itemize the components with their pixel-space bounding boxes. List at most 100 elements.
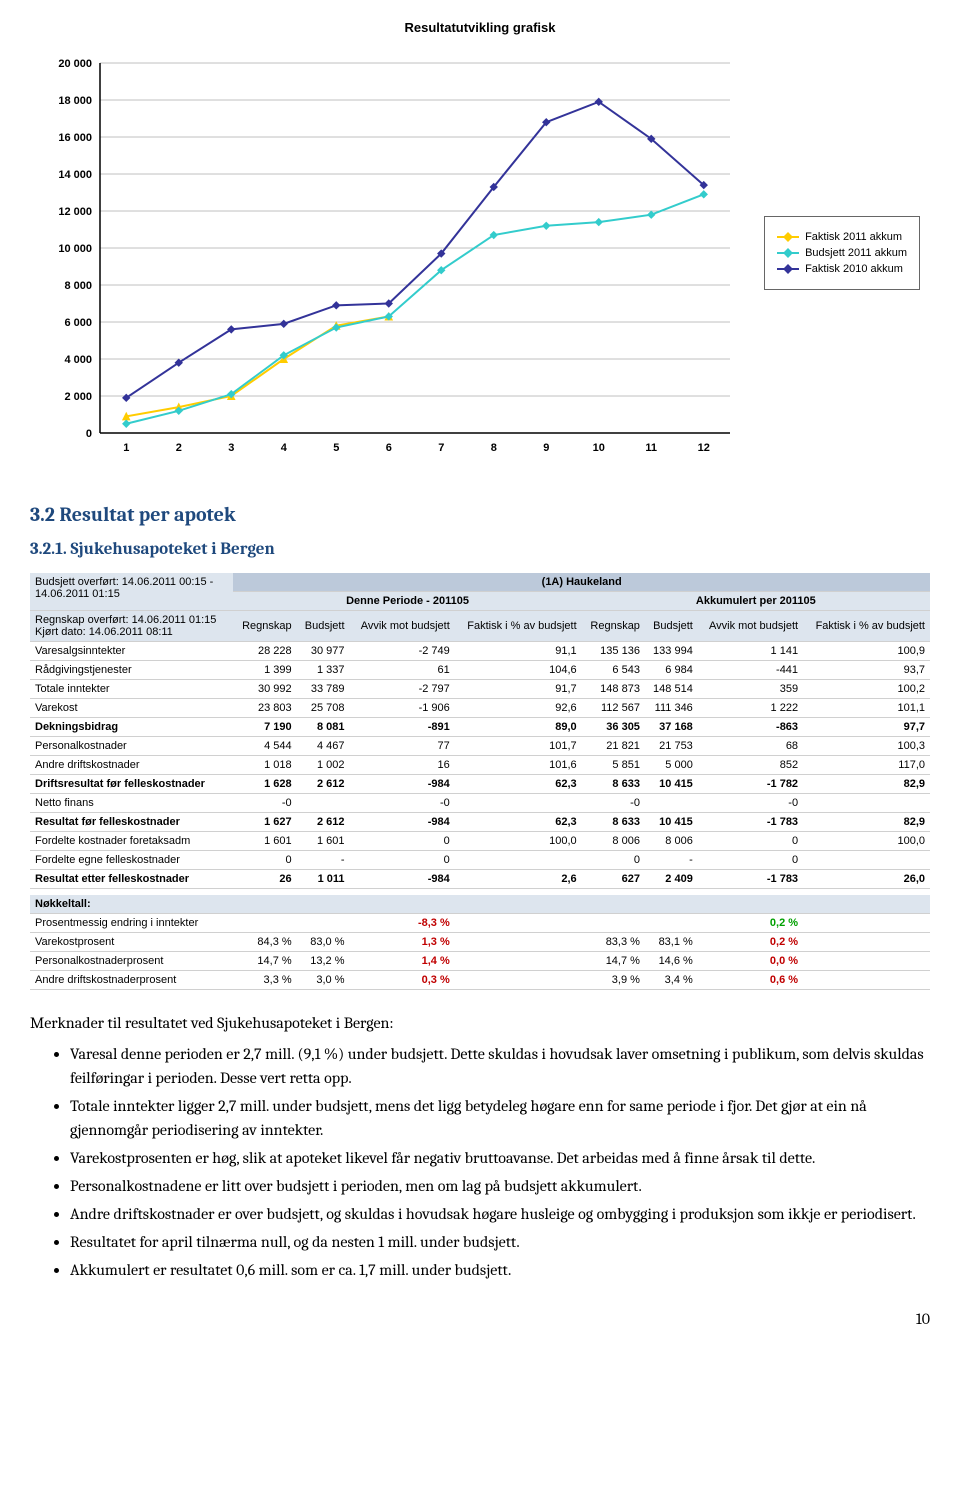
cell: 25 708 xyxy=(297,699,350,718)
cell: 21 753 xyxy=(645,737,698,756)
cell: 16 xyxy=(350,756,455,775)
cell: 14,7 % xyxy=(582,952,645,971)
cell xyxy=(233,914,296,933)
cell: 68 xyxy=(698,737,803,756)
cell: 0,6 % xyxy=(698,971,803,990)
legend-item: Faktisk 2011 akkum xyxy=(777,231,907,243)
cell: 101,1 xyxy=(803,699,930,718)
row-label: Personalkostnaderprosent xyxy=(30,952,233,971)
cell: 7 190 xyxy=(233,718,296,737)
cell: -2 749 xyxy=(350,642,455,661)
cell: 83,0 % xyxy=(297,933,350,952)
cell: 101,6 xyxy=(455,756,582,775)
svg-text:4: 4 xyxy=(281,442,288,454)
cell: 3,3 % xyxy=(233,971,296,990)
cell: 83,1 % xyxy=(645,933,698,952)
cell: 101,7 xyxy=(455,737,582,756)
cell: 0 xyxy=(582,851,645,870)
cell: 0 xyxy=(233,851,296,870)
col-header: Avvik mot budsjett xyxy=(698,611,803,642)
cell: 0,2 % xyxy=(698,933,803,952)
table-row: Varekostprosent84,3 %83,0 %1,3 %83,3 %83… xyxy=(30,933,930,952)
section-number: 3.2 xyxy=(30,503,55,526)
cell: -441 xyxy=(698,661,803,680)
cell xyxy=(645,914,698,933)
legend-item: Budsjett 2011 akkum xyxy=(777,247,907,259)
table-row: Resultat etter felleskostnader261 011-98… xyxy=(30,870,930,889)
table-meta-line: 14.06.2011 01:15 xyxy=(35,588,228,600)
cell: - xyxy=(297,851,350,870)
chart-title: Resultatutvikling grafisk xyxy=(30,20,930,35)
cell: 4 544 xyxy=(233,737,296,756)
cell: 93,7 xyxy=(803,661,930,680)
cell: -8,3 % xyxy=(350,914,455,933)
cell: -1 783 xyxy=(698,813,803,832)
svg-text:7: 7 xyxy=(438,442,444,454)
svg-text:5: 5 xyxy=(333,442,339,454)
cell: 1 601 xyxy=(297,832,350,851)
column-group-period: Denne Periode - 201105 xyxy=(233,592,581,611)
cell: 3,0 % xyxy=(297,971,350,990)
svg-text:8 000: 8 000 xyxy=(64,280,92,292)
table-row: Varekost23 80325 708-1 90692,6112 567111… xyxy=(30,699,930,718)
cell: -1 906 xyxy=(350,699,455,718)
cell: 82,9 xyxy=(803,775,930,794)
section-heading: 3.2 Resultat per apotek xyxy=(30,503,930,526)
cell: 26 xyxy=(233,870,296,889)
cell: 104,6 xyxy=(455,661,582,680)
cell: -984 xyxy=(350,775,455,794)
svg-text:6: 6 xyxy=(386,442,392,454)
list-item: Akkumulert er resultatet 0,6 mill. som e… xyxy=(70,1258,930,1282)
cell: 100,2 xyxy=(803,680,930,699)
cell: 37 168 xyxy=(645,718,698,737)
row-label: Dekningsbidrag xyxy=(30,718,233,737)
cell: 1 601 xyxy=(233,832,296,851)
list-item: Andre driftskostnader er over budsjett, … xyxy=(70,1202,930,1226)
list-item: Varekostprosenten er høg, slik at apotek… xyxy=(70,1146,930,1170)
subsection-title: Sjukehusapoteket i Bergen xyxy=(71,540,275,559)
legend-label: Faktisk 2010 akkum xyxy=(805,263,903,275)
svg-text:0: 0 xyxy=(86,428,92,440)
cell: 3,4 % xyxy=(645,971,698,990)
cell: 30 992 xyxy=(233,680,296,699)
svg-text:10: 10 xyxy=(593,442,605,454)
cell: 91,7 xyxy=(455,680,582,699)
cell xyxy=(297,794,350,813)
svg-text:2: 2 xyxy=(176,442,182,454)
cell: 8 633 xyxy=(582,775,645,794)
table-row: Prosentmessig endring i inntekter-8,3 %0… xyxy=(30,914,930,933)
cell: 77 xyxy=(350,737,455,756)
cell: 1,3 % xyxy=(350,933,455,952)
row-label: Andre driftskostnaderprosent xyxy=(30,971,233,990)
cell xyxy=(803,952,930,971)
cell: 1 018 xyxy=(233,756,296,775)
cell: 1 628 xyxy=(233,775,296,794)
svg-text:8: 8 xyxy=(491,442,497,454)
cell: 5 851 xyxy=(582,756,645,775)
legend-swatch xyxy=(777,236,799,238)
svg-text:9: 9 xyxy=(543,442,549,454)
col-header: Faktisk i % av budsjett xyxy=(455,611,582,642)
cell: 2 612 xyxy=(297,775,350,794)
legend-swatch xyxy=(777,268,799,270)
column-group-accum: Akkumulert per 201105 xyxy=(582,592,930,611)
row-label: Fordelte kostnader foretaksadm xyxy=(30,832,233,851)
cell: 82,9 xyxy=(803,813,930,832)
table-meta-line: Budsjett overført: 14.06.2011 00:15 - xyxy=(35,576,228,588)
cell xyxy=(455,794,582,813)
cell: -863 xyxy=(698,718,803,737)
cell: 84,3 % xyxy=(233,933,296,952)
cell: 13,2 % xyxy=(297,952,350,971)
table-row: Andre driftskostnader1 0181 00216101,65 … xyxy=(30,756,930,775)
cell xyxy=(645,794,698,813)
cell: 6 543 xyxy=(582,661,645,680)
row-label: Varesalgsinntekter xyxy=(30,642,233,661)
notes-list: Varesal denne perioden er 2,7 mill. (9,1… xyxy=(30,1042,930,1282)
cell xyxy=(297,914,350,933)
cell: 61 xyxy=(350,661,455,680)
cell xyxy=(803,851,930,870)
cell: 1 222 xyxy=(698,699,803,718)
cell: 5 000 xyxy=(645,756,698,775)
cell: 62,3 xyxy=(455,775,582,794)
svg-text:20 000: 20 000 xyxy=(58,58,92,70)
